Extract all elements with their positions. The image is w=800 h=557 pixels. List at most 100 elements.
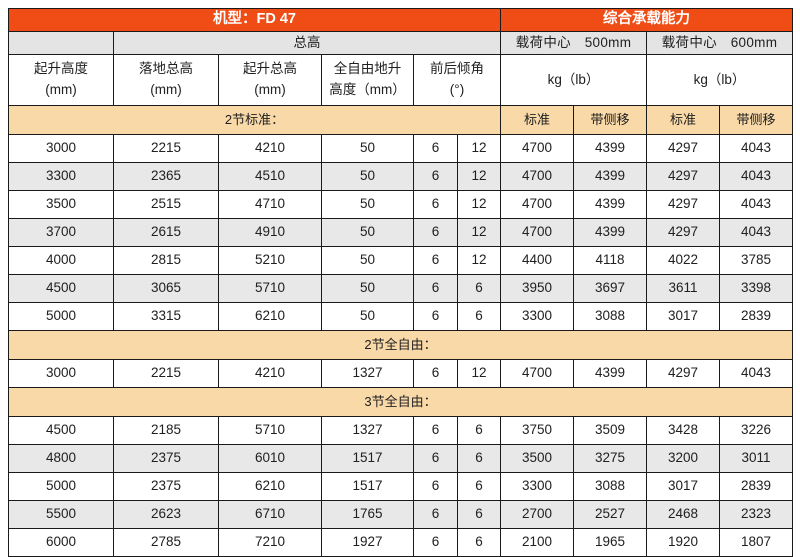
cell-extended-total-height: 4510 (218, 162, 322, 191)
cell-capacity-500-sideshift: 4399 (573, 162, 647, 191)
cell-extended-total-height: 7210 (218, 528, 322, 557)
cell-capacity-600-sideshift: 3226 (719, 416, 793, 445)
cell-extended-total-height: 6210 (218, 302, 322, 331)
cell-extended-total-height: 4710 (218, 190, 322, 219)
cell-extended-total-height: 6710 (218, 500, 322, 529)
cell-free-lift-height: 50 (321, 274, 414, 303)
table-row: 3700 2615 4910 50 6 12 4700 4399 4297 40… (8, 218, 793, 247)
col-header-extended-total-height: 起升总高 (mm) (218, 54, 322, 106)
cell-tilt-backward: 12 (457, 218, 501, 247)
subheader-sideshift-600: 带侧移 (719, 105, 793, 135)
cell-capacity-600-std: 2468 (646, 500, 720, 529)
cell-lift-height: 4500 (8, 274, 114, 303)
cell-capacity-600-sideshift: 2323 (719, 500, 793, 529)
cell-capacity-600-std: 4022 (646, 246, 720, 275)
cell-capacity-600-std: 4297 (646, 218, 720, 247)
cell-lowered-total-height: 2375 (113, 444, 219, 473)
cell-lift-height: 4500 (8, 416, 114, 445)
cell-capacity-600-std: 3428 (646, 416, 720, 445)
cell-capacity-500-sideshift: 2527 (573, 500, 647, 529)
cell-capacity-600-std: 3017 (646, 302, 720, 331)
cell-lowered-total-height: 2375 (113, 472, 219, 501)
cell-lowered-total-height: 2815 (113, 246, 219, 275)
cell-capacity-500-std: 2100 (500, 528, 574, 557)
load-center-500-label: 载荷中心 500mm (500, 31, 647, 55)
cell-capacity-600-sideshift: 3785 (719, 246, 793, 275)
cell-capacity-500-std: 4700 (500, 134, 574, 163)
cell-tilt-backward: 6 (457, 528, 501, 557)
cell-lift-height: 5500 (8, 500, 114, 529)
cell-capacity-600-sideshift: 3011 (719, 444, 793, 473)
subheader-std-500: 标准 (500, 105, 574, 135)
cell-tilt-forward: 6 (413, 246, 458, 275)
cell-capacity-600-sideshift: 1807 (719, 528, 793, 557)
cell-tilt-backward: 6 (457, 444, 501, 473)
cell-capacity-600-std: 4297 (646, 134, 720, 163)
cell-capacity-600-std: 3611 (646, 274, 720, 303)
cell-tilt-backward: 6 (457, 416, 501, 445)
col-header-line1: 落地总高 (139, 61, 193, 77)
section-header-two-stage-standard: 2节标准： 标准 带侧移 标准 带侧移 (8, 105, 793, 135)
section-label: 3节全自由： (8, 387, 793, 417)
cell-capacity-500-sideshift: 4399 (573, 190, 647, 219)
cell-tilt-backward: 6 (457, 302, 501, 331)
cell-lowered-total-height: 2215 (113, 359, 219, 388)
col-header-line2: (mm) (45, 82, 77, 97)
col-header-line2: (mm) (254, 82, 286, 97)
cell-tilt-backward: 12 (457, 162, 501, 191)
cell-capacity-500-sideshift: 3275 (573, 444, 647, 473)
cell-free-lift-height: 50 (321, 162, 414, 191)
section-header-two-stage-full-free: 2节全自由： (8, 330, 793, 360)
cell-lift-height: 4000 (8, 246, 114, 275)
title-row: 机型：FD 47 综合承载能力 (8, 8, 793, 32)
cell-free-lift-height: 50 (321, 302, 414, 331)
total-height-group-label: 总高 (113, 31, 501, 55)
table-row: 5000 3315 6210 50 6 6 3300 3088 3017 283… (8, 302, 793, 331)
cell-capacity-500-std: 3500 (500, 444, 574, 473)
cell-capacity-500-sideshift: 3088 (573, 472, 647, 501)
section-label: 2节标准： (8, 105, 501, 135)
cell-lowered-total-height: 2623 (113, 500, 219, 529)
cell-tilt-backward: 12 (457, 190, 501, 219)
col-header-lowered-total-height: 落地总高 (mm) (113, 54, 219, 106)
table-row: 4000 2815 5210 50 6 12 4400 4118 4022 37… (8, 246, 793, 275)
cell-free-lift-height: 1765 (321, 500, 414, 529)
cell-capacity-500-std: 4700 (500, 359, 574, 388)
cell-capacity-600-sideshift: 4043 (719, 359, 793, 388)
cell-tilt-backward: 12 (457, 134, 501, 163)
cell-extended-total-height: 5710 (218, 274, 322, 303)
table-row: 3000 2215 4210 1327 6 12 4700 4399 4297 … (8, 359, 793, 388)
cell-lift-height: 3000 (8, 134, 114, 163)
capacity-title: 综合承载能力 (500, 8, 793, 32)
cell-capacity-600-sideshift: 4043 (719, 190, 793, 219)
cell-tilt-backward: 12 (457, 246, 501, 275)
cell-free-lift-height: 1327 (321, 359, 414, 388)
cell-capacity-500-std: 3300 (500, 472, 574, 501)
table-row: 4800 2375 6010 1517 6 6 3500 3275 3200 3… (8, 444, 793, 473)
cell-capacity-600-std: 4297 (646, 162, 720, 191)
cell-lowered-total-height: 2215 (113, 134, 219, 163)
cell-capacity-600-std: 3017 (646, 472, 720, 501)
cell-capacity-600-std: 4297 (646, 359, 720, 388)
cell-capacity-500-sideshift: 3088 (573, 302, 647, 331)
col-header-line1: 起升高度 (34, 61, 88, 77)
cell-capacity-500-sideshift: 4399 (573, 218, 647, 247)
cell-capacity-500-std: 4700 (500, 162, 574, 191)
cell-tilt-backward: 6 (457, 274, 501, 303)
forklift-spec-table: 机型：FD 47 综合承载能力 总高 载荷中心 500mm 载荷中心 600mm… (8, 8, 793, 557)
cell-tilt-backward: 6 (457, 500, 501, 529)
cell-capacity-500-sideshift: 1965 (573, 528, 647, 557)
cell-tilt-forward: 6 (413, 359, 458, 388)
col-header-capacity-500: kg（lb） (500, 54, 647, 106)
table-row: 4500 2185 5710 1327 6 6 3750 3509 3428 3… (8, 416, 793, 445)
cell-capacity-600-sideshift: 4043 (719, 162, 793, 191)
cell-tilt-forward: 6 (413, 528, 458, 557)
section-header-three-stage-full-free: 3节全自由： (8, 387, 793, 417)
cell-lift-height: 4800 (8, 444, 114, 473)
table-row: 3500 2515 4710 50 6 12 4700 4399 4297 40… (8, 190, 793, 219)
cell-tilt-forward: 6 (413, 302, 458, 331)
cell-capacity-500-std: 2700 (500, 500, 574, 529)
col-header-line1: 起升总高 (243, 61, 297, 77)
cell-lowered-total-height: 3315 (113, 302, 219, 331)
cell-lowered-total-height: 2365 (113, 162, 219, 191)
